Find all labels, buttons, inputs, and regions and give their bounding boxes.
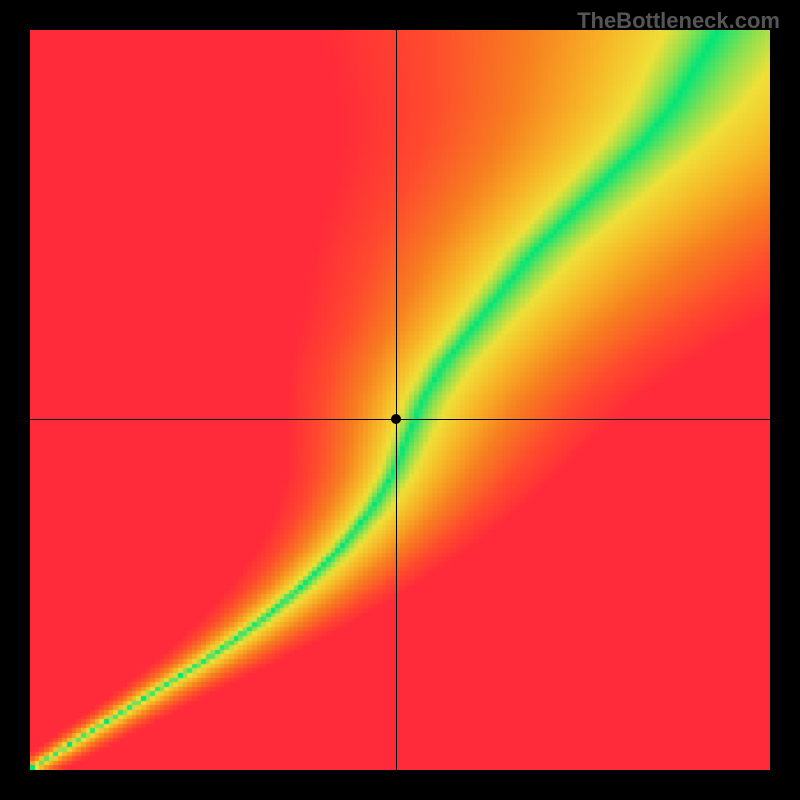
plot-area [30, 30, 770, 770]
crosshair-marker [391, 414, 401, 424]
crosshair-vertical [396, 30, 397, 770]
watermark-text: TheBottleneck.com [577, 8, 780, 34]
heatmap-canvas [30, 30, 770, 770]
chart-root: TheBottleneck.com [0, 0, 800, 800]
